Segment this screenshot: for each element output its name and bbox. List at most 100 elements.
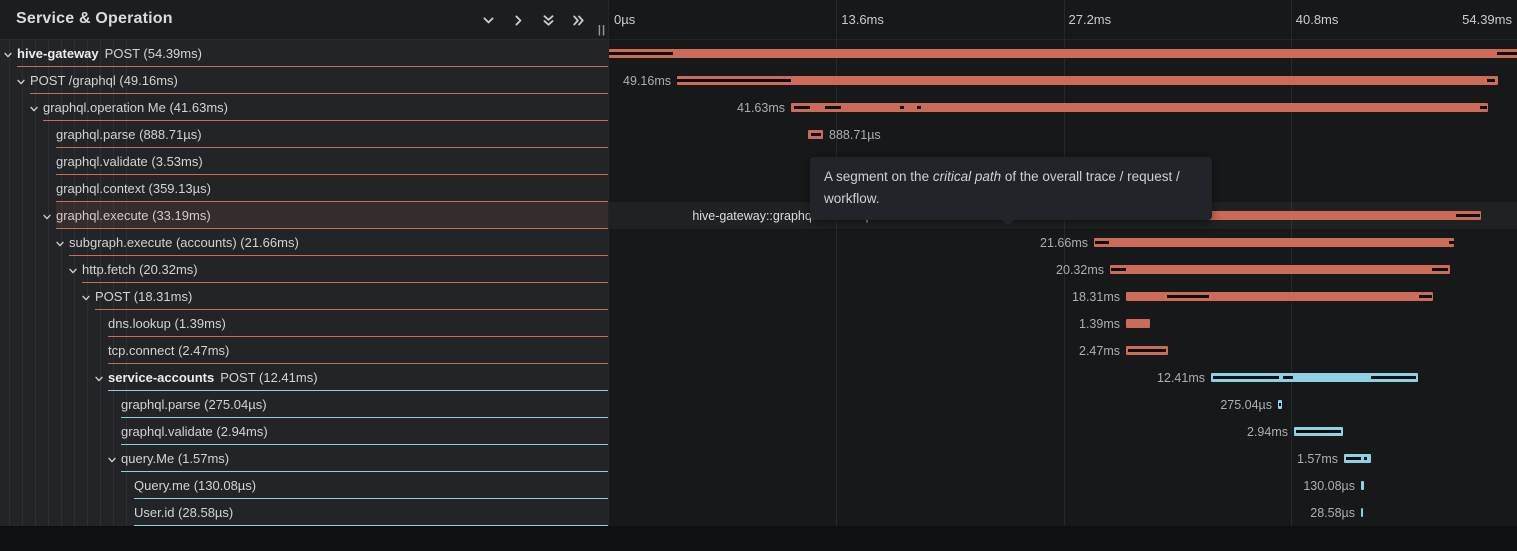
span-row-label[interactable]: graphql.context (359.13µs) — [0, 175, 608, 202]
chevron-down-icon[interactable] — [42, 210, 52, 220]
chevron-down-icon[interactable] — [81, 291, 91, 301]
timeline-gridline — [1290, 0, 1292, 526]
critical-path-segment — [1213, 376, 1279, 379]
operation-name: graphql.execute (33.19ms) — [56, 208, 211, 223]
span-row-timeline[interactable]: 41.63ms — [609, 94, 1517, 121]
span-row-label[interactable]: graphql.parse (888.71µs) — [0, 121, 608, 148]
span-bar[interactable] — [808, 130, 823, 139]
span-bar[interactable] — [791, 103, 1488, 112]
critical-path-segment — [1296, 430, 1341, 433]
span-row-label[interactable]: POST (18.31ms) — [0, 283, 608, 310]
axis-tick-label: 0µs — [614, 12, 636, 27]
critical-path-segment — [1346, 457, 1361, 460]
span-bar[interactable] — [1361, 481, 1364, 490]
span-row-label[interactable]: Query.me (130.08µs) — [0, 472, 608, 499]
chevron-down-icon[interactable] — [94, 372, 104, 382]
span-duration-label: 888.71µs — [829, 128, 881, 142]
span-duration-label: 18.31ms — [1072, 290, 1120, 304]
span-bar[interactable] — [1278, 400, 1282, 409]
span-row-label[interactable]: graphql.validate (2.94ms) — [0, 418, 608, 445]
span-row-label[interactable]: subgraph.execute (accounts) (21.66ms) — [0, 229, 608, 256]
span-bar[interactable] — [1126, 319, 1150, 328]
critical-path-segment — [900, 106, 904, 109]
span-row-label[interactable]: query.Me (1.57ms) — [0, 445, 608, 472]
span-row-label[interactable]: hive-gateway POST (54.39ms) — [0, 40, 608, 67]
chevron-down-icon[interactable] — [55, 237, 65, 247]
span-bar[interactable] — [1344, 454, 1371, 463]
row-underline — [56, 228, 608, 229]
span-row-timeline[interactable]: 20.32ms — [609, 256, 1517, 283]
operation-name: query.Me (1.57ms) — [121, 451, 230, 466]
critical-path-segment — [1449, 241, 1454, 244]
service-name: hive-gateway — [17, 46, 99, 61]
span-row-timeline[interactable]: 1.57ms — [609, 445, 1517, 472]
critical-path-tooltip: A segment on the critical path of the ov… — [810, 157, 1212, 226]
span-row-timeline[interactable]: 49.16ms — [609, 67, 1517, 94]
panel-resize-handle[interactable]: || — [597, 24, 607, 36]
critical-path-segment — [1279, 403, 1281, 406]
service-operation-header: Service & Operation — [0, 0, 608, 40]
chevron-down-icon[interactable] — [16, 75, 26, 85]
span-duration-label: 130.08µs — [1303, 479, 1355, 493]
span-duration-label: 2.47ms — [1079, 344, 1120, 358]
span-duration-label: 28.58µs — [1310, 506, 1355, 520]
span-row-timeline[interactable]: 130.08µs — [609, 472, 1517, 499]
span-row-timeline[interactable]: 2.47ms — [609, 337, 1517, 364]
collapse-all-icon[interactable] — [540, 12, 556, 28]
chevron-down-icon[interactable] — [107, 453, 117, 463]
operation-name: POST /graphql (49.16ms) — [30, 73, 178, 88]
span-bar[interactable] — [1294, 427, 1343, 436]
chevron-down-icon[interactable] — [3, 48, 13, 58]
row-hover-highlight — [56, 202, 608, 228]
row-underline — [108, 390, 608, 391]
span-row-timeline[interactable]: 21.66ms — [609, 229, 1517, 256]
span-bar[interactable] — [1110, 265, 1450, 274]
chevron-down-icon[interactable] — [29, 102, 39, 112]
span-bar[interactable] — [1126, 346, 1168, 355]
span-row-label[interactable]: POST /graphql (49.16ms) — [0, 67, 608, 94]
timeline-gridline — [836, 0, 838, 526]
span-row-label[interactable]: graphql.parse (275.04µs) — [0, 391, 608, 418]
span-row-label[interactable]: service-accounts POST (12.41ms) — [0, 364, 608, 391]
tooltip-text-2: of the overall trace / request / workflo… — [824, 169, 1180, 206]
chevron-down-icon[interactable] — [68, 264, 78, 274]
span-row-label[interactable]: User.id (28.58µs) — [0, 499, 608, 526]
span-row-timeline[interactable]: 1.39ms — [609, 310, 1517, 337]
critical-path-segment — [677, 79, 791, 82]
span-row-timeline[interactable]: 18.31ms — [609, 283, 1517, 310]
span-row-timeline[interactable]: 28.58µs — [609, 499, 1517, 526]
span-row-label[interactable]: graphql.validate (3.53ms) — [0, 148, 608, 175]
critical-path-segment — [1364, 457, 1367, 460]
operation-name: graphql.parse (888.71µs) — [56, 127, 202, 142]
span-row-label[interactable]: graphql.operation Me (41.63ms) — [0, 94, 608, 121]
span-row-timeline[interactable]: 275.04µs — [609, 391, 1517, 418]
row-underline — [121, 444, 608, 445]
span-bar[interactable] — [1211, 373, 1418, 382]
collapse-one-icon[interactable] — [480, 12, 496, 28]
span-row-timeline[interactable]: 888.71µs — [609, 121, 1517, 148]
collapse-controls — [480, 12, 586, 28]
span-duration-label: 41.63ms — [737, 101, 785, 115]
critical-path-segment — [1480, 106, 1487, 109]
span-bar[interactable] — [1361, 508, 1363, 517]
expand-all-icon[interactable] — [570, 12, 586, 28]
span-bar[interactable] — [1094, 238, 1454, 247]
span-bar[interactable] — [609, 49, 1517, 58]
span-row-label[interactable]: tcp.connect (2.47ms) — [0, 337, 608, 364]
span-duration-label: 49.16ms — [623, 74, 671, 88]
span-bar[interactable] — [677, 76, 1498, 85]
critical-path-segment — [1456, 214, 1480, 217]
timeline-body: 49.16ms41.63ms888.71µs3.53ms359.13µshive… — [609, 0, 1517, 526]
span-row-timeline[interactable]: 12.41ms — [609, 364, 1517, 391]
span-row-timeline[interactable] — [609, 40, 1517, 67]
span-row-label[interactable]: http.fetch (20.32ms) — [0, 256, 608, 283]
span-bar[interactable] — [1126, 292, 1433, 301]
expand-one-icon[interactable] — [510, 12, 526, 28]
tooltip-arrow — [1002, 220, 1014, 232]
span-row-label[interactable]: dns.lookup (1.39ms) — [0, 310, 608, 337]
critical-path-segment — [1111, 268, 1126, 271]
operation-name: tcp.connect (2.47ms) — [108, 343, 230, 358]
span-row-label[interactable]: graphql.execute (33.19ms) — [0, 202, 608, 229]
span-row-timeline[interactable]: 2.94ms — [609, 418, 1517, 445]
